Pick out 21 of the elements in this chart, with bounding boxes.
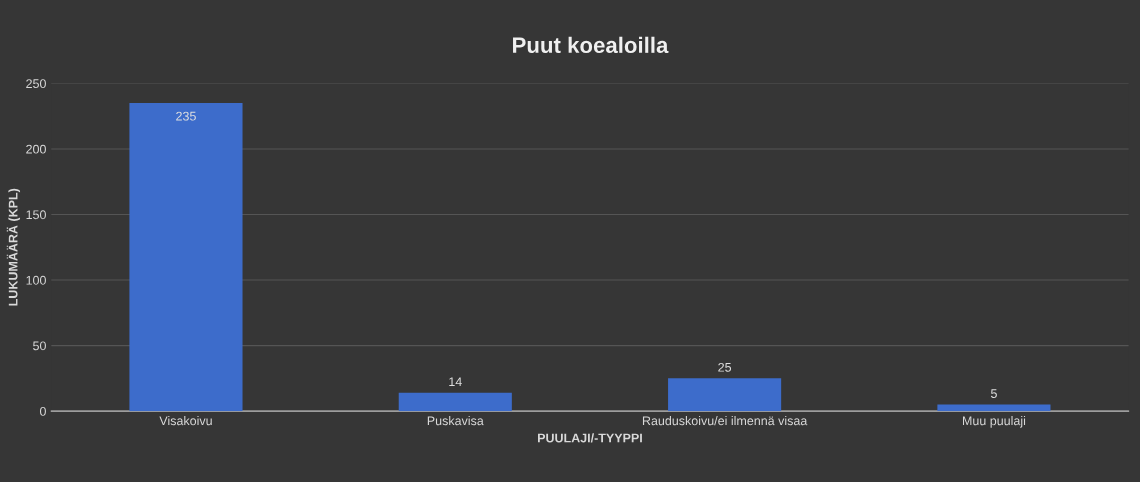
y-tick-label: 0 <box>39 406 46 416</box>
x-tick-label: Rauduskoivu/ei ilmennä visaa <box>642 416 808 426</box>
bar <box>398 392 512 412</box>
y-tick-label: 150 <box>26 210 46 220</box>
y-tick-label: 100 <box>26 275 46 285</box>
data-label: 5 <box>990 389 997 398</box>
x-tick-label: Muu puulaji <box>963 416 1026 428</box>
x-tick-label: Puskavisa <box>427 416 484 426</box>
y-tick-label: 200 <box>26 144 46 154</box>
x-tick-label: Visakoivu <box>159 416 212 426</box>
x-axis-title: PUULAJI/-TYYPPI <box>538 433 642 443</box>
chart-title: Puut koealoilla <box>513 36 669 54</box>
y-axis-title: LUKUMÄÄRÄ (KPL) <box>6 188 21 306</box>
bar <box>937 404 1051 412</box>
data-label: 235 <box>176 111 196 121</box>
y-tick-label: 250 <box>26 79 46 89</box>
bar <box>129 103 243 412</box>
y-tick-label: 50 <box>33 341 46 351</box>
data-label: 25 <box>718 362 732 372</box>
data-label: 14 <box>449 377 462 387</box>
bar <box>668 378 782 412</box>
